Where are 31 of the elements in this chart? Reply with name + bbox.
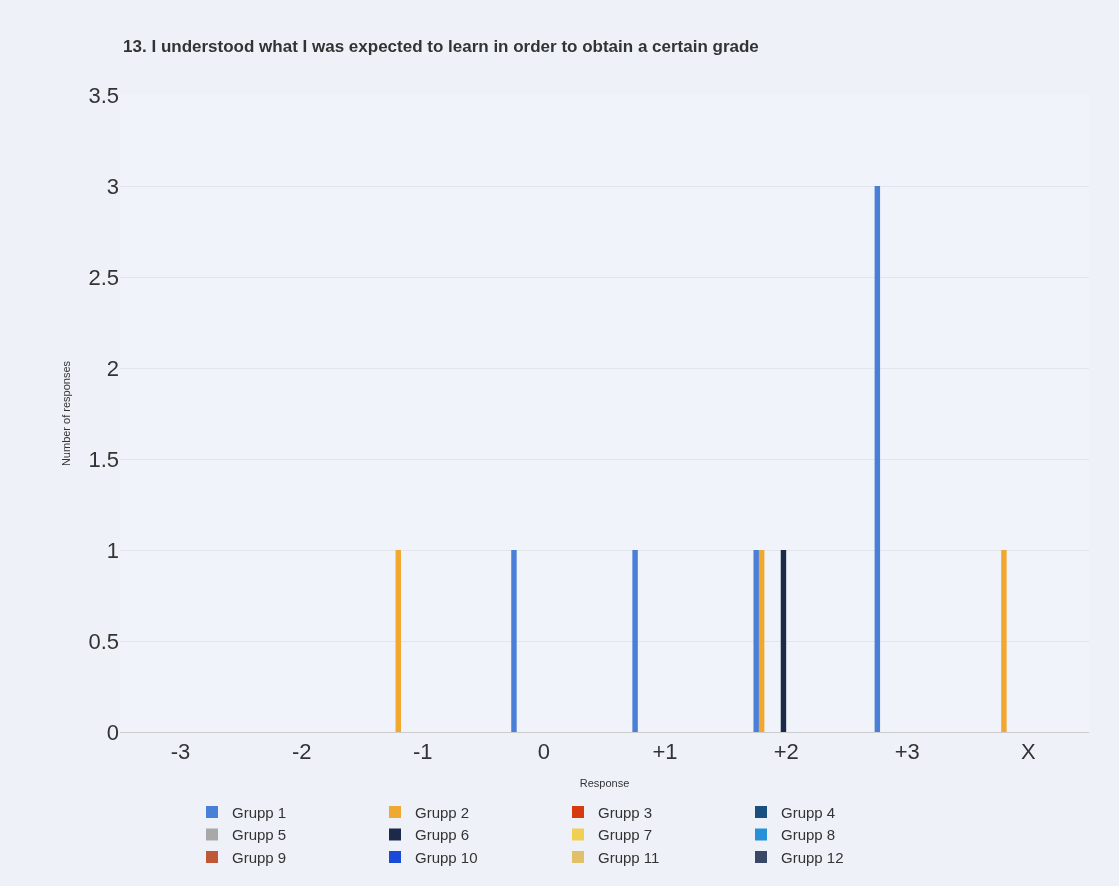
x-tick-label: +2 <box>773 739 799 765</box>
legend-label: Grupp 7 <box>598 826 653 844</box>
legend-label: Grupp 8 <box>781 826 836 844</box>
y-tick-label: 3.5 <box>88 82 119 108</box>
y-axis-title: Number of responses <box>60 360 73 467</box>
x-tick-label: +3 <box>894 739 920 765</box>
legend-label: Grupp 5 <box>232 826 287 844</box>
x-tick-label: -3 <box>170 739 191 765</box>
y-tick-label: 0 <box>106 719 119 745</box>
x-tick-label: X <box>1021 739 1037 765</box>
y-tick-label: 2.5 <box>88 264 119 290</box>
y-tick-label: 2 <box>106 355 119 381</box>
legend-label: Grupp 9 <box>232 848 287 866</box>
legend-label: Grupp 10 <box>415 848 478 866</box>
legend-label: Grupp 12 <box>781 848 844 866</box>
x-tick-label: +1 <box>652 739 678 765</box>
legend-label: Grupp 6 <box>415 826 470 844</box>
legend-label: Grupp 1 <box>232 803 287 821</box>
y-tick-label: 0.5 <box>88 628 119 654</box>
x-tick-label: -1 <box>413 739 433 765</box>
y-tick-label: 3 <box>106 173 119 199</box>
y-tick-label: 1.5 <box>88 446 119 472</box>
x-axis-title: Response <box>579 776 630 789</box>
legend-label: Grupp 3 <box>598 803 653 821</box>
x-tick-label: 0 <box>537 739 551 765</box>
chart-title: 13. I understood what I was expected to learn in order to obtain a certain grade <box>123 36 759 56</box>
legend-label: Grupp 11 <box>598 848 660 866</box>
legend-label: Grupp 2 <box>415 803 470 821</box>
y-tick-label: 1 <box>106 537 119 563</box>
x-tick-label: -2 <box>291 739 312 765</box>
legend-label: Grupp 4 <box>781 803 836 821</box>
